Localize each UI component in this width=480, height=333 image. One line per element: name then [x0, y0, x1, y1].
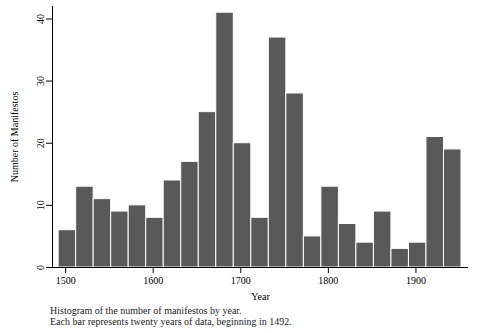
- svg-text:0: 0: [35, 265, 46, 270]
- svg-text:30: 30: [35, 76, 46, 86]
- svg-text:1500: 1500: [56, 275, 76, 286]
- svg-text:40: 40: [35, 14, 46, 24]
- svg-text:1900: 1900: [406, 275, 426, 286]
- svg-text:Number of Manifestos: Number of Manifestos: [9, 92, 20, 183]
- svg-text:1700: 1700: [231, 275, 251, 286]
- svg-text:1800: 1800: [318, 275, 338, 286]
- html-text:Each bar represents twenty yea: Each bar represents twenty years of data…: [50, 316, 292, 327]
- svg-text:1600: 1600: [143, 275, 163, 286]
- svg-text:20: 20: [35, 138, 46, 148]
- svg-text:Year: Year: [251, 291, 270, 302]
- html-text:Histogram of the number of man: Histogram of the number of manifestos by…: [50, 305, 242, 316]
- svg-text:10: 10: [35, 200, 46, 210]
